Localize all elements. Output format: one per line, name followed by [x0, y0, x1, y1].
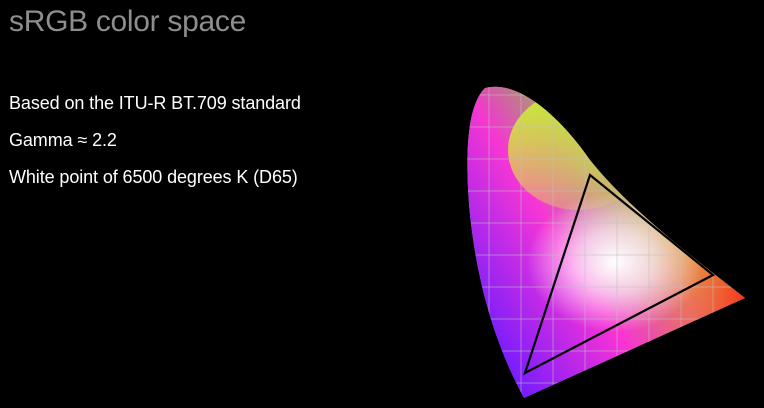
bullet-standard: Based on the ITU-R BT.709 standard — [9, 93, 301, 113]
spectral-locus — [467, 86, 745, 398]
srgb-gamut-triangle — [523, 173, 715, 376]
bullet-list: Based on the ITU-R BT.709 standard Gamma… — [9, 85, 301, 196]
bullet-white-point: White point of 6500 degrees K (D65) — [9, 167, 298, 187]
slide-title: sRGB color space — [9, 5, 246, 38]
bullet-gamma: Gamma ≈ 2.2 — [9, 130, 117, 150]
